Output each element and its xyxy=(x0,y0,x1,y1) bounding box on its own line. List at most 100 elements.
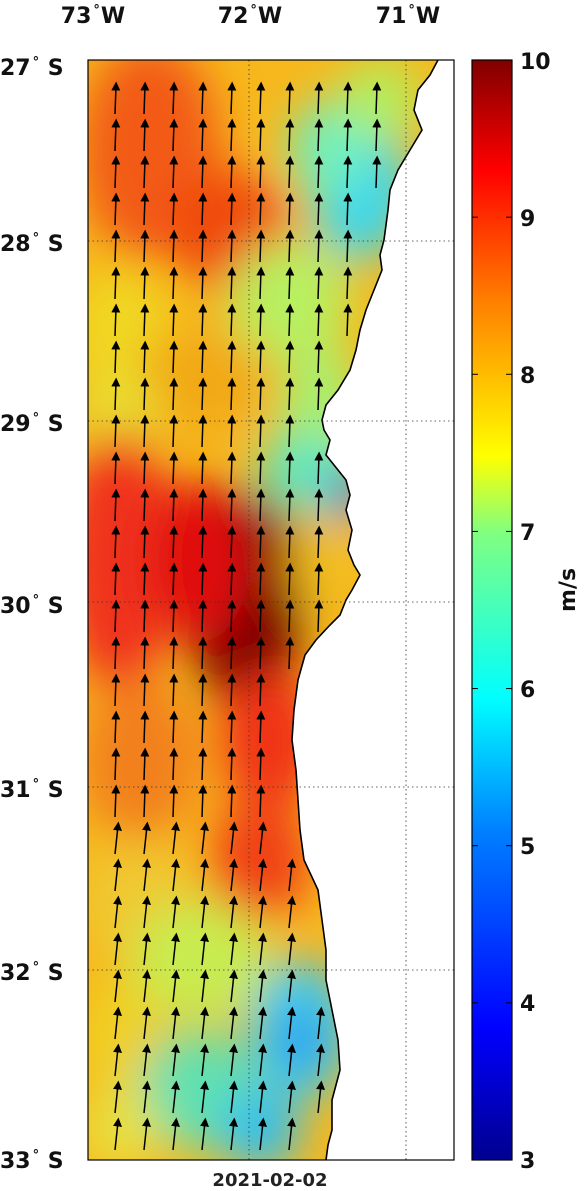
wind-arrow xyxy=(256,488,266,522)
wind-arrow xyxy=(111,451,121,485)
wind-arrow xyxy=(142,1006,151,1040)
wind-arrow xyxy=(111,488,121,522)
wind-arrow xyxy=(140,525,150,559)
wind-arrow xyxy=(229,1080,238,1114)
wind-arrow xyxy=(256,451,266,485)
wind-arrow xyxy=(113,895,122,929)
wind-arrow xyxy=(142,1080,151,1114)
wind-arrow xyxy=(343,229,353,263)
wind-arrow xyxy=(171,1117,180,1151)
wind-arrow xyxy=(111,710,121,744)
wind-arrow xyxy=(256,414,266,448)
wind-arrow xyxy=(372,118,382,152)
wind-arrow xyxy=(256,784,266,818)
wind-arrow xyxy=(169,636,179,670)
wind-speed-patch xyxy=(88,980,160,1100)
wind-arrow xyxy=(171,1080,180,1114)
wind-arrow xyxy=(314,192,324,226)
lat-label-33s: 33 ° S xyxy=(0,1148,64,1174)
wind-arrow xyxy=(316,1006,325,1040)
wind-arrow xyxy=(227,81,237,115)
wind-arrow xyxy=(256,673,266,707)
wind-arrow xyxy=(111,118,121,152)
wind-arrow xyxy=(227,414,237,448)
wind-arrow xyxy=(111,525,121,559)
wind-arrow xyxy=(198,488,208,522)
wind-arrow xyxy=(111,155,121,189)
wind-arrow xyxy=(256,340,266,374)
lat-label-29s: 29 ° S xyxy=(0,411,64,437)
wind-arrow xyxy=(285,636,295,670)
wind-arrow xyxy=(113,858,122,892)
lat-label-31s: 31 ° S xyxy=(0,777,64,803)
wind-arrow xyxy=(198,266,208,300)
wind-speed-patch xyxy=(88,430,180,690)
colorbar-ticks xyxy=(472,59,512,1161)
wind-arrow xyxy=(198,599,208,633)
wind-arrow xyxy=(227,340,237,374)
wind-arrow xyxy=(198,451,208,485)
wind-speed-patch xyxy=(88,680,200,840)
wind-arrow xyxy=(113,1117,122,1151)
wind-arrow xyxy=(140,562,150,596)
wind-arrow xyxy=(140,340,150,374)
wind-arrow xyxy=(198,525,208,559)
wind-arrow xyxy=(343,303,353,337)
wind-arrow xyxy=(229,1006,238,1040)
wind-arrow xyxy=(140,673,150,707)
wind-arrow xyxy=(285,303,295,337)
wind-arrow xyxy=(171,858,180,892)
wind-arrow xyxy=(258,1043,267,1077)
colorbar-tick-label: 5 xyxy=(520,835,536,860)
wind-arrow xyxy=(316,1080,325,1114)
lat-label-32s: 32 ° S xyxy=(0,960,64,986)
wind-arrow xyxy=(287,1006,296,1040)
wind-arrow xyxy=(227,229,237,263)
wind-arrow xyxy=(256,81,266,115)
wind-arrow xyxy=(198,710,208,744)
wind-arrow xyxy=(314,303,324,337)
wind-arrow xyxy=(285,377,295,411)
wind-arrow xyxy=(343,266,353,300)
wind-arrow xyxy=(198,81,208,115)
wind-arrow xyxy=(256,636,266,670)
wind-arrow xyxy=(227,562,237,596)
wind-arrow xyxy=(227,451,237,485)
wind-arrow xyxy=(229,1117,238,1151)
wind-arrow xyxy=(140,414,150,448)
wind-arrow xyxy=(142,895,151,929)
wind-arrow xyxy=(169,562,179,596)
wind-arrow xyxy=(140,229,150,263)
wind-arrow xyxy=(111,81,121,115)
wind-arrow xyxy=(227,784,237,818)
wind-arrow xyxy=(169,784,179,818)
wind-arrow xyxy=(111,229,121,263)
wind-arrow xyxy=(227,118,237,152)
wind-arrow xyxy=(140,118,150,152)
wind-arrow xyxy=(256,192,266,226)
wind-arrow xyxy=(111,673,121,707)
wind-arrow xyxy=(256,562,266,596)
wind-arrow xyxy=(256,118,266,152)
wind-arrow xyxy=(227,488,237,522)
wind-arrow xyxy=(169,192,179,226)
wind-speed-field xyxy=(88,60,438,1160)
wind-arrow xyxy=(200,895,209,929)
wind-arrow xyxy=(227,192,237,226)
wind-arrow xyxy=(171,895,180,929)
wind-arrow xyxy=(314,155,324,189)
wind-arrow xyxy=(171,821,180,855)
wind-arrow xyxy=(285,155,295,189)
wind-arrow xyxy=(372,81,382,115)
wind-arrow xyxy=(198,155,208,189)
wind-arrow xyxy=(285,414,295,448)
wind-arrow xyxy=(171,969,180,1003)
wind-arrow xyxy=(198,636,208,670)
wind-arrow xyxy=(229,895,238,929)
wind-speed-patch xyxy=(290,510,350,610)
wind-arrow xyxy=(169,673,179,707)
wind-arrow xyxy=(285,229,295,263)
wind-arrow xyxy=(227,525,237,559)
wind-arrow xyxy=(140,636,150,670)
wind-arrow xyxy=(142,858,151,892)
